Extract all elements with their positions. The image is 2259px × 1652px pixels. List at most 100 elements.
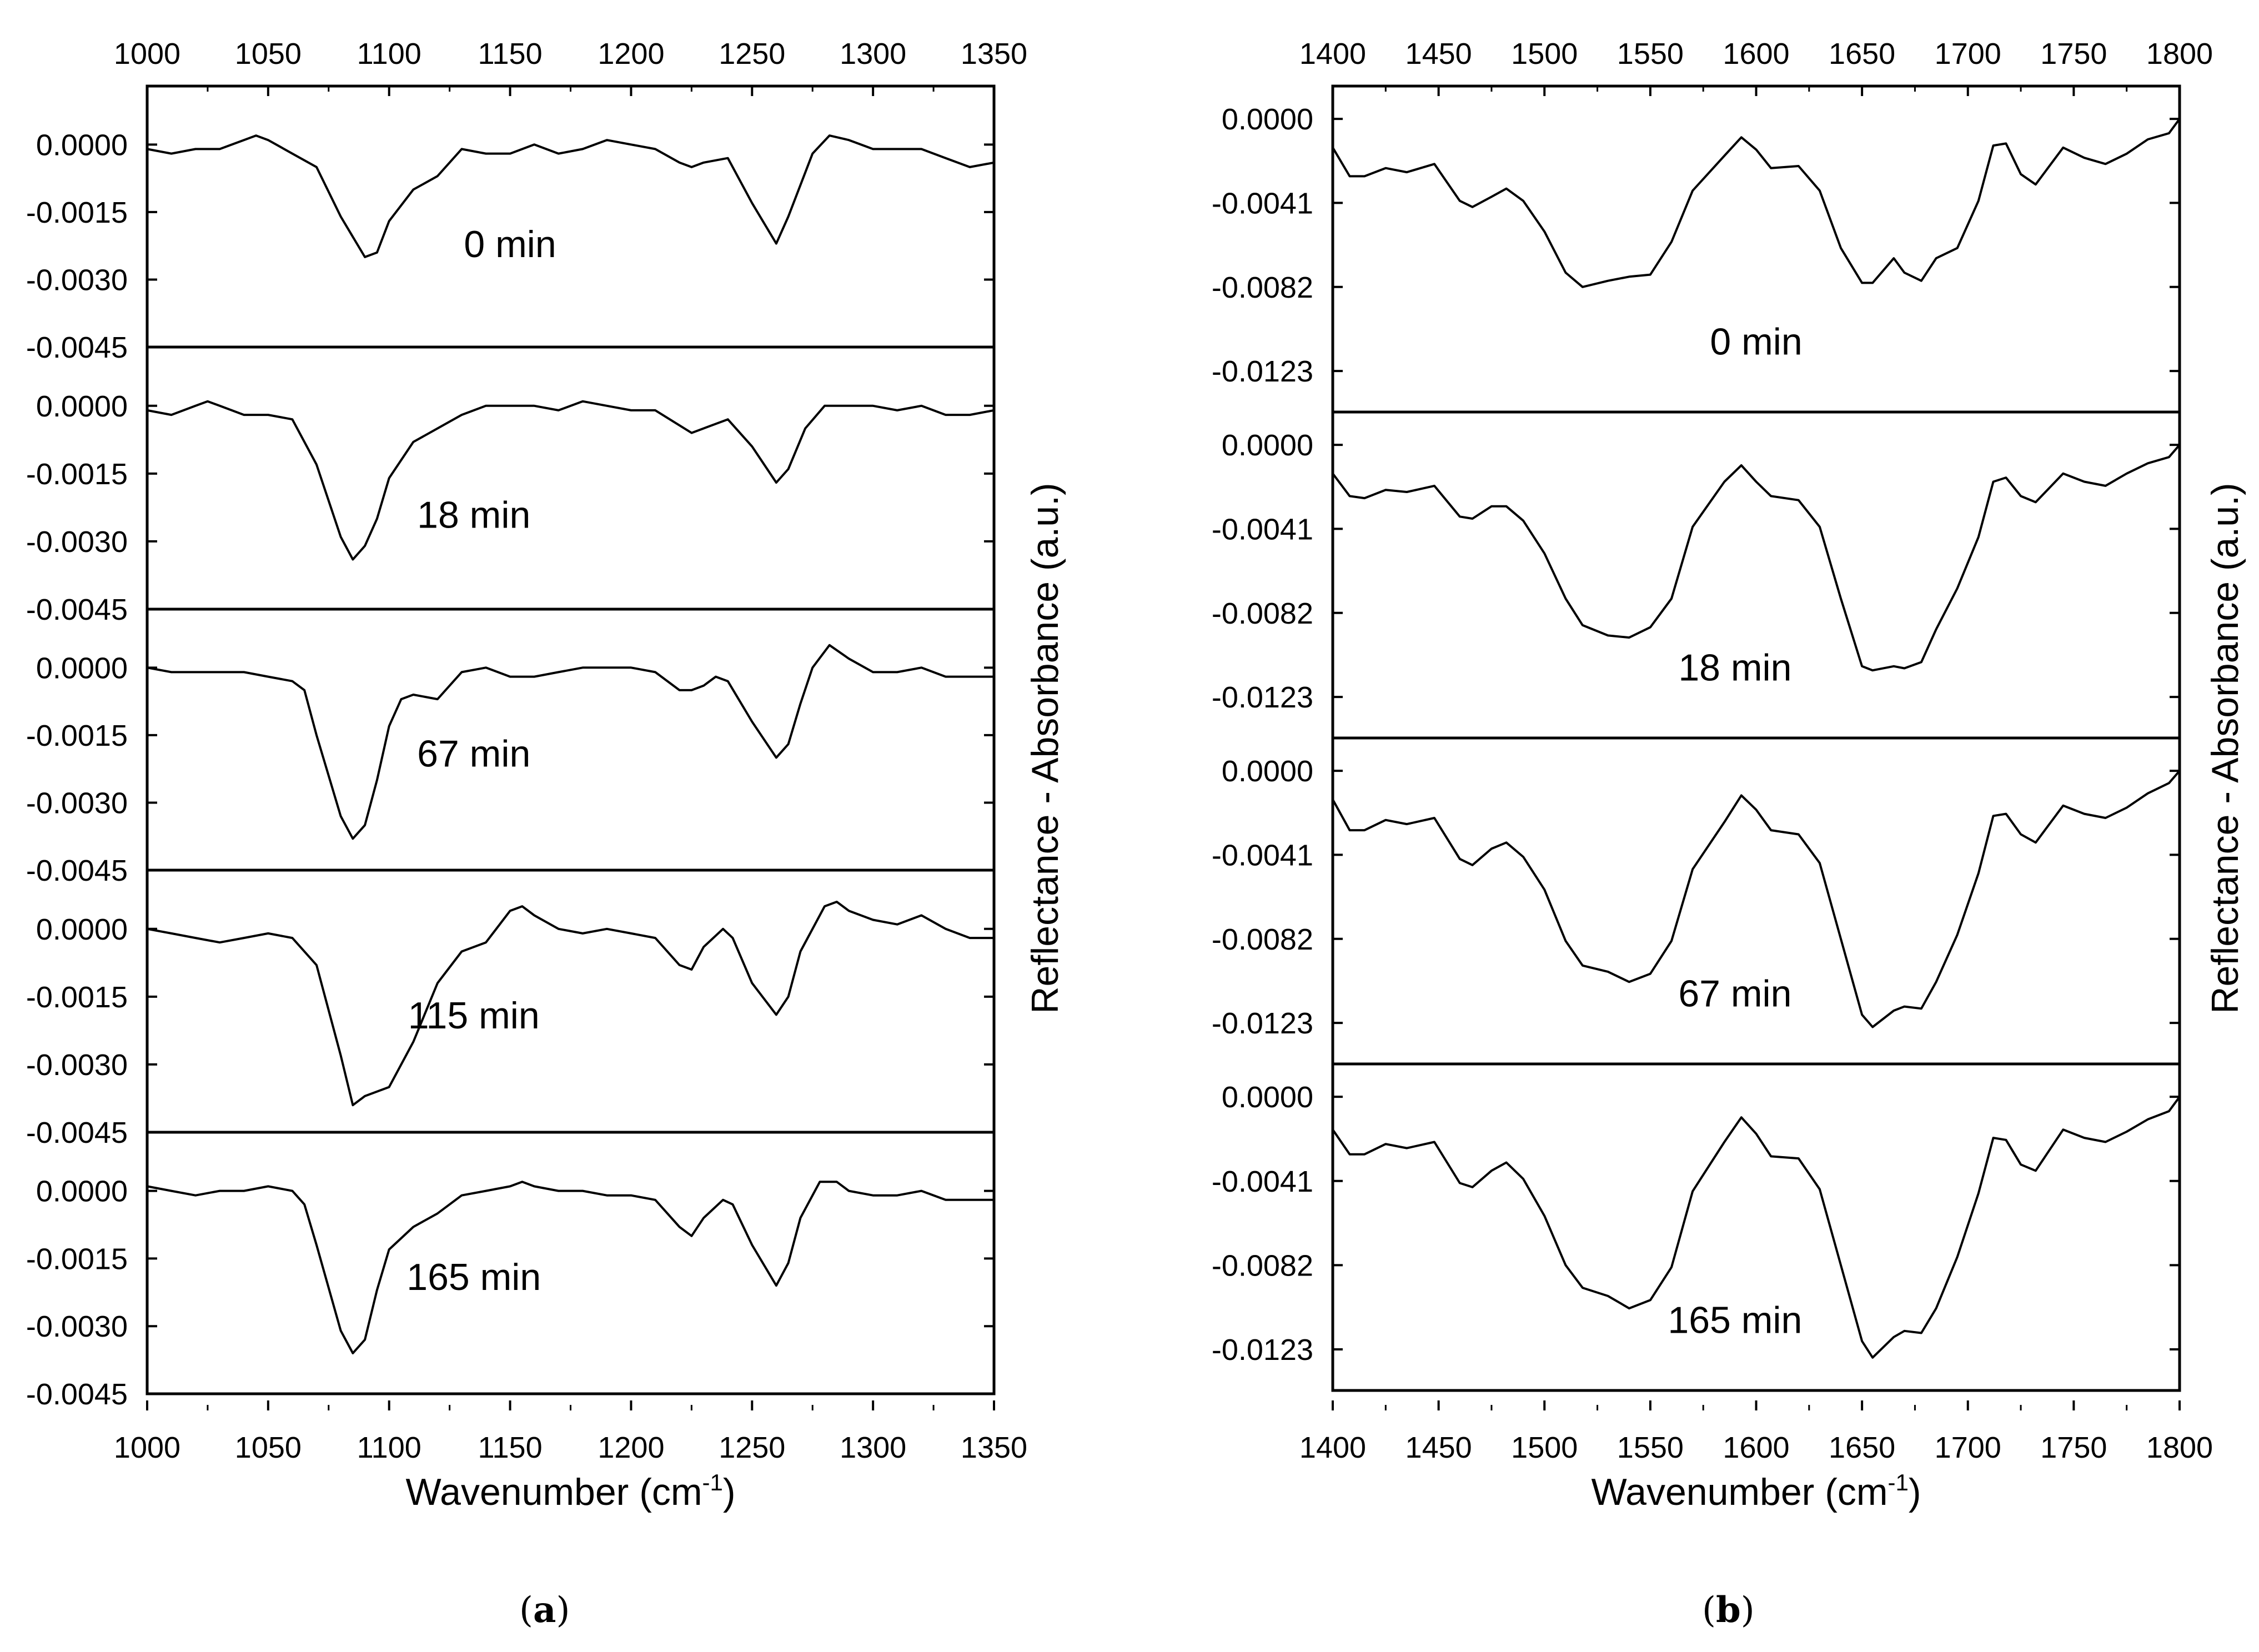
panel-frame xyxy=(1331,736,2181,1066)
x-tick-label-top: 1650 xyxy=(1829,37,1895,71)
x-tick-label-bottom: 1700 xyxy=(1935,1431,2001,1464)
y-tick-label: 0.0000 xyxy=(1222,1081,1313,1114)
y-tick-label: -0.0082 xyxy=(1212,271,1313,304)
series-label: 67 min xyxy=(417,733,530,775)
x-tick-label-bottom: 1000 xyxy=(114,1431,180,1464)
series-line-18-min xyxy=(146,400,995,561)
x-tick-label-bottom: 1600 xyxy=(1723,1431,1789,1464)
y-tick-label: -0.0082 xyxy=(1212,1249,1313,1282)
y-tick-label: 0.0000 xyxy=(1222,103,1313,136)
y-tick-label: -0.0015 xyxy=(26,196,128,229)
x-tick-label-top: 1800 xyxy=(2146,37,2213,71)
series-label: 18 min xyxy=(417,494,530,536)
x-tick-label-top: 1150 xyxy=(478,37,543,71)
x-tick-label-top: 1300 xyxy=(840,37,906,71)
x-tick-label-top: 1400 xyxy=(1299,37,1366,71)
x-tick-label-bottom: 1650 xyxy=(1829,1431,1895,1464)
x-axis-label-main: Wavenumber (cm xyxy=(1591,1471,1887,1513)
stacked-panel-115-min: 0.0000 -0.0015 -0.0030 -0.0045 115 min xyxy=(26,868,996,1149)
series-line-165-min xyxy=(1332,1096,2181,1359)
y-axis-label: Reflectance - Absorbance (a.u.) xyxy=(1024,483,1066,1013)
stacked-panel-0-min: 0.0000 -0.0015 -0.0030 -0.0045 0 min xyxy=(26,84,996,364)
panel-frame xyxy=(1331,1062,2181,1392)
y-tick-label: -0.0045 xyxy=(26,854,128,887)
y-tick-label: 0.0000 xyxy=(36,1175,128,1208)
y-tick-label: -0.0041 xyxy=(1212,1165,1313,1198)
y-tick-label: 0.0000 xyxy=(36,913,128,946)
series-label: 165 min xyxy=(406,1256,541,1298)
caption-b-letter: b xyxy=(1715,1589,1741,1631)
series-label: 18 min xyxy=(1678,647,1791,689)
y-tick-label: 0.0000 xyxy=(36,128,128,162)
x-tick-label-top: 1000 xyxy=(114,37,180,71)
y-tick-label: -0.0123 xyxy=(1212,681,1313,714)
y-tick-label: -0.0045 xyxy=(26,1378,128,1411)
y-tick-label: -0.0041 xyxy=(1212,187,1313,220)
series-label: 0 min xyxy=(1710,321,1802,363)
panel-frame xyxy=(145,84,996,349)
panel-frame xyxy=(145,607,996,872)
x-axis-label-sup: -1 xyxy=(1888,1469,1909,1495)
stacked-panel-67-min: 0.0000 -0.0015 -0.0030 -0.0045 67 min xyxy=(26,607,996,887)
series-line-165-min xyxy=(146,1181,995,1354)
caption-a: (a) xyxy=(519,1589,570,1631)
x-axis-label-main: Wavenumber (cm xyxy=(405,1471,702,1513)
x-axis-label: Wavenumber (cm-1) xyxy=(405,1469,735,1513)
y-tick-label: -0.0123 xyxy=(1212,1333,1313,1367)
y-tick-label: -0.0015 xyxy=(26,719,128,752)
x-tick-label-top: 1200 xyxy=(598,37,664,71)
stacked-panel-18-min: 0.0000 -0.0015 -0.0030 -0.0045 18 min xyxy=(26,345,996,626)
y-tick-label: -0.0123 xyxy=(1212,1007,1313,1040)
stacked-panel-165-min: 0.0000 -0.0041 -0.0082 -0.0123 165 min xyxy=(1212,1062,2181,1392)
stacked-panel-0-min: 0.0000 -0.0041 -0.0082 -0.0123 0 min xyxy=(1212,84,2181,414)
panel-frame xyxy=(1331,410,2181,740)
series-line-0-min xyxy=(1332,118,2181,288)
x-tick-label-bottom: 1050 xyxy=(235,1431,302,1464)
y-tick-label: 0.0000 xyxy=(1222,429,1313,462)
x-tick-label-top: 1350 xyxy=(961,37,1027,71)
x-tick-label-top: 1450 xyxy=(1405,37,1472,71)
x-tick-label-bottom: 1500 xyxy=(1511,1431,1578,1464)
y-tick-label: 0.0000 xyxy=(1222,755,1313,788)
x-axis-label-close: ) xyxy=(1909,1471,1921,1513)
series-line-67-min xyxy=(146,644,995,840)
x-tick-label-top: 1600 xyxy=(1723,37,1789,71)
y-axis-label: Reflectance - Absorbance (a.u.) xyxy=(2204,483,2246,1013)
series-line-115-min xyxy=(146,901,995,1107)
x-axis-label-sup: -1 xyxy=(702,1469,723,1495)
caption-a-close: ) xyxy=(556,1590,570,1631)
x-tick-label-bottom: 1750 xyxy=(2040,1431,2107,1464)
y-tick-label: -0.0045 xyxy=(26,1116,128,1149)
y-tick-label: -0.0045 xyxy=(26,593,128,626)
series-line-0-min xyxy=(146,134,995,258)
y-tick-label: -0.0030 xyxy=(26,786,128,820)
x-tick-label-top: 1100 xyxy=(357,37,421,71)
y-tick-label: -0.0045 xyxy=(26,331,128,364)
x-tick-label-top: 1700 xyxy=(1935,37,2001,71)
y-tick-label: -0.0123 xyxy=(1212,355,1313,388)
x-tick-label-bottom: 1800 xyxy=(2146,1431,2213,1464)
x-tick-label-top: 1250 xyxy=(719,37,785,71)
x-tick-label-top: 1550 xyxy=(1617,37,1684,71)
panel-frame xyxy=(145,1131,996,1395)
x-axis-label: Wavenumber (cm-1) xyxy=(1591,1469,1921,1513)
stacked-panel-18-min: 0.0000 -0.0041 -0.0082 -0.0123 18 min xyxy=(1212,410,2181,740)
y-tick-label: 0.0000 xyxy=(36,390,128,423)
series-label: 67 min xyxy=(1678,973,1791,1015)
y-tick-label: -0.0082 xyxy=(1212,923,1313,956)
y-tick-label: -0.0015 xyxy=(26,458,128,491)
panel-frame xyxy=(145,345,996,611)
x-tick-label-bottom: 1450 xyxy=(1405,1431,1472,1464)
series-label: 115 min xyxy=(408,995,540,1037)
x-tick-label-bottom: 1300 xyxy=(840,1431,906,1464)
y-tick-label: -0.0015 xyxy=(26,1242,128,1276)
y-tick-label: -0.0030 xyxy=(26,1310,128,1343)
chart-panel-a: 1000 1000 1050 1050 1100 1100 1150 1150 1200 1200… xyxy=(26,37,1066,1513)
y-tick-label: -0.0041 xyxy=(1212,838,1313,872)
y-tick-label: -0.0030 xyxy=(26,525,128,559)
stacked-panel-67-min: 0.0000 -0.0041 -0.0082 -0.0123 67 min xyxy=(1212,736,2181,1066)
x-tick-label-bottom: 1250 xyxy=(719,1431,785,1464)
panel-frame xyxy=(145,868,996,1134)
x-tick-label-top: 1750 xyxy=(2040,37,2107,71)
y-tick-label: -0.0082 xyxy=(1212,597,1313,630)
